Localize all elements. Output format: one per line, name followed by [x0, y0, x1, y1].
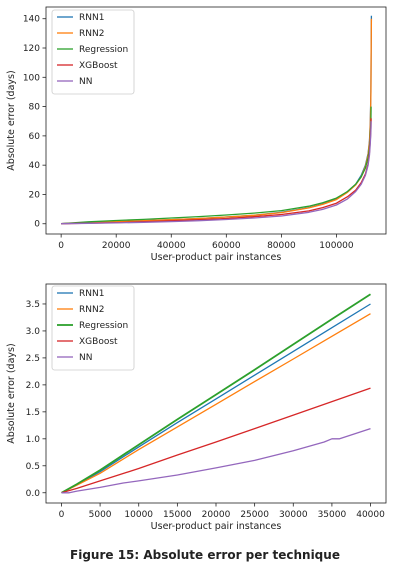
y-axis-label: Absolute error (days) [6, 343, 17, 443]
series-line-regression [61, 106, 372, 225]
legend-label: NN [79, 353, 92, 363]
legend-label: NN [79, 77, 92, 87]
x-tick-label: 40000 [157, 241, 186, 251]
x-axis-label: User-product pair instances [151, 521, 282, 532]
legend-label: RNN2 [79, 29, 104, 39]
y-tick-label: 2.0 [26, 381, 41, 391]
y-tick-label: 140 [23, 15, 40, 25]
y-tick-label: 3.0 [26, 327, 41, 337]
series-line-regression [61, 293, 371, 494]
y-tick-label: 120 [23, 44, 40, 54]
series-line-xgboost [61, 118, 372, 225]
legend-label: RNN1 [79, 289, 104, 299]
x-tick-label: 20000 [202, 510, 231, 520]
y-axis-label: Absolute error (days) [6, 70, 17, 170]
series-line-xgboost [61, 387, 371, 494]
legend-label: RNN2 [79, 305, 104, 315]
legend: RNN1 RNN2 Regression XGBoost NN [51, 285, 135, 371]
legend-label: RNN1 [79, 13, 104, 23]
y-tick-label: 3.5 [26, 300, 40, 310]
legend-label: XGBoost [79, 337, 118, 347]
x-tick-label: 35000 [318, 510, 347, 520]
y-tick-label: 60 [29, 132, 41, 142]
plot-area [61, 293, 371, 494]
figure-caption: Figure 15: Absolute error per technique [70, 548, 340, 562]
y-tick-label: 80 [29, 103, 41, 113]
chart-top: 0 20000 40000 60000 80000 100000 0 20 40 60 80 100 1… [6, 6, 387, 263]
x-tick-label: 10000 [124, 510, 153, 520]
x-tick-label: 20000 [102, 241, 131, 251]
x-axis-label: User-product pair instances [151, 252, 282, 263]
x-tick-label: 80000 [267, 241, 296, 251]
series-line-nn [61, 427, 371, 494]
y-tick-label: 40 [29, 161, 41, 171]
y-tick-label: 0.5 [26, 462, 40, 472]
y-tick-label: 0.0 [26, 489, 41, 499]
y-tick-label: 100 [23, 73, 40, 83]
x-tick-label: 5000 [89, 510, 112, 520]
legend-label: Regression [79, 45, 128, 55]
y-tick-label: 20 [29, 190, 41, 200]
x-tick-label: 30000 [279, 510, 308, 520]
legend-label: Regression [79, 321, 128, 331]
y-tick-label: 0 [34, 220, 40, 230]
x-tick-label: 15000 [163, 510, 192, 520]
x-tick-label: 25000 [240, 510, 269, 520]
series-line-nn [61, 121, 372, 225]
series-line-rnn2 [61, 313, 371, 494]
x-tick-label: 60000 [212, 241, 241, 251]
chart-bottom: 0 5000 10000 15000 20000 25000 30000 35000 40000… [6, 283, 387, 532]
plot-area [61, 15, 373, 225]
legend-box [51, 9, 135, 95]
series-line-rnn1 [61, 303, 371, 494]
legend: RNN1 RNN2 Regression XGBoost NN [51, 9, 135, 95]
x-tick-label: 40000 [356, 510, 385, 520]
x-tick-label: 0 [58, 241, 64, 251]
axes-frame [45, 6, 387, 235]
y-tick-label: 2.5 [26, 354, 40, 364]
y-tick-label: 1.0 [26, 435, 41, 445]
x-tick-label: 100000 [319, 241, 354, 251]
y-tick-label: 1.5 [26, 408, 40, 418]
legend-box [51, 285, 135, 371]
x-tick-label: 0 [59, 510, 65, 520]
legend-label: XGBoost [79, 61, 118, 71]
